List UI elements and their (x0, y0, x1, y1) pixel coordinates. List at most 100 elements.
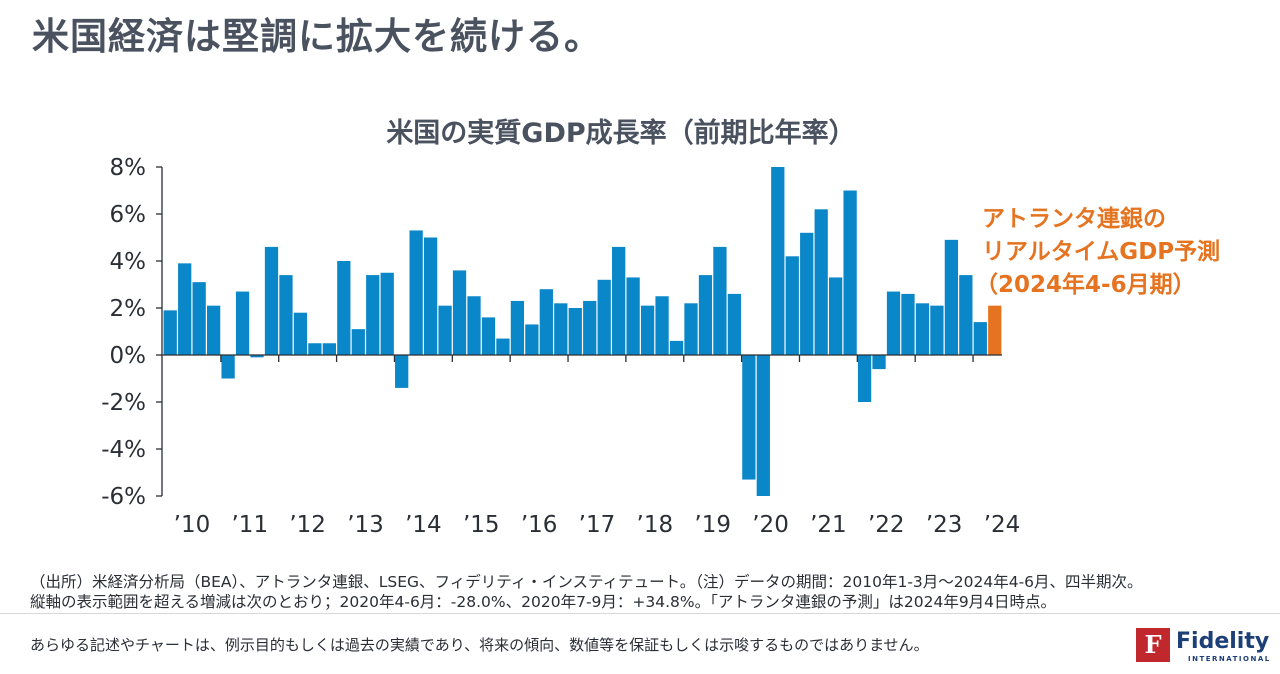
footer-divider (0, 613, 1280, 614)
footnote-line-1: （出所）米経済分析局（BEA）、アトランタ連銀、LSEG、フィデリティ・インステ… (30, 573, 1143, 591)
x-tick-label: ’23 (926, 512, 963, 538)
gdp-bar (814, 209, 828, 355)
page-headline: 米国経済は堅調に拡大を続ける。 (32, 15, 602, 58)
gdp-bar (163, 310, 177, 355)
gdp-bar (901, 293, 915, 355)
gdp-bar (380, 272, 394, 355)
gdp-bar (250, 355, 264, 358)
x-tick-label: ’13 (347, 512, 384, 538)
y-tick-label: 2% (110, 296, 147, 322)
footnote-line-2: 縦軸の表示範囲を超える増減は次のとおり；2020年4-6月：-28.0%、202… (30, 593, 1057, 611)
y-tick-label: 4% (110, 249, 147, 275)
gdp-bar (206, 305, 221, 355)
annotation-line: リアルタイムGDP予測 (982, 239, 1220, 265)
gdp-bar (640, 305, 655, 355)
y-tick-label: 0% (110, 343, 147, 369)
gdp-bar (886, 291, 901, 355)
y-tick-label: 6% (110, 202, 147, 228)
x-tick-label: ’10 (174, 512, 211, 538)
gdp-bar (959, 275, 973, 355)
gdp-bar (395, 355, 409, 388)
x-tick-label: ’16 (521, 512, 558, 538)
gdp-bar (525, 324, 539, 355)
gdp-bar (612, 246, 626, 355)
gdp-bar (496, 338, 510, 355)
gdp-bar-chart: 米国の実質GDP成長率（前期比年率） 8% 6% 4% 2% 0% -2% -4% -6% ’… (101, 117, 1220, 538)
gdp-bar (510, 300, 525, 355)
forecast-bar (988, 305, 1002, 355)
x-tick-label: ’19 (694, 512, 731, 538)
gdp-bar (742, 355, 756, 480)
gdp-bar (756, 355, 770, 496)
x-tick-label: ’18 (637, 512, 674, 538)
gdp-bar (915, 303, 930, 355)
gdp-bar (626, 277, 640, 355)
x-axis: ’10 ’11 ’12 ’13 ’14 ’15 ’16 ’17 ’18 ’19 ’20 ’21 ’22 ’… (162, 354, 1021, 538)
x-tick-label: ’24 (984, 512, 1021, 538)
x-tick-label: ’12 (289, 512, 326, 538)
gdp-bar (727, 293, 742, 355)
gdp-bar (178, 263, 192, 355)
gdp-bar (279, 275, 293, 355)
annotation-line: アトランタ連銀の (982, 205, 1166, 232)
gdp-bar (481, 317, 496, 355)
x-tick-label: ’20 (752, 512, 789, 538)
gdp-bar (684, 303, 698, 355)
gdp-bar (568, 308, 582, 355)
x-tick-label: ’14 (405, 512, 442, 538)
bars-group (163, 167, 1002, 496)
gdp-bar (322, 343, 336, 355)
gdp-bar (944, 239, 959, 355)
gdp-bar (669, 340, 684, 355)
x-tick-label: ’11 (232, 512, 269, 538)
y-tick-label: 8% (110, 155, 147, 181)
gdp-bar (308, 343, 322, 355)
gdp-bar (293, 312, 308, 355)
gdp-bar (264, 246, 279, 355)
gdp-bar (800, 232, 814, 355)
gdp-bar (366, 275, 380, 355)
y-tick-label: -4% (101, 437, 146, 463)
gdp-bar (409, 230, 423, 355)
y-tick-label: -6% (101, 484, 146, 510)
gdp-bar (235, 291, 250, 355)
gdp-bar (337, 261, 351, 355)
x-tick-label: ’22 (868, 512, 905, 538)
gdp-bar (785, 256, 799, 355)
source-footnote: （出所）米経済分析局（BEA）、アトランタ連銀、LSEG、フィデリティ・インステ… (30, 572, 1143, 612)
x-tick-label: ’15 (463, 512, 500, 538)
fidelity-logo-subtitle: INTERNATIONAL (1188, 655, 1271, 663)
gdp-bar (771, 167, 785, 355)
annotation-line: （2024年4-6月期） (975, 271, 1196, 298)
gdp-bar (655, 296, 669, 355)
x-tick-label: ’21 (810, 512, 847, 538)
gdp-bar (221, 355, 235, 379)
gdp-bar (872, 355, 886, 370)
gdp-bar (930, 305, 944, 355)
y-axis: 8% 6% 4% 2% 0% -2% -4% -6% (101, 155, 163, 510)
gdp-bar (438, 305, 452, 355)
fidelity-logo-icon: F (1136, 628, 1170, 662)
gdp-bar (583, 300, 597, 355)
gdp-bar (843, 190, 857, 355)
gdp-bar (829, 277, 843, 355)
gdp-bar (351, 329, 365, 355)
gdp-bar (713, 246, 727, 355)
disclaimer-text: あらゆる記述やチャートは、例示目的もしくは過去の実績であり、将来の傾向、数値等を… (30, 636, 929, 654)
x-tick-label: ’17 (579, 512, 616, 538)
gdp-bar (192, 282, 206, 355)
gdp-bar (973, 322, 987, 355)
gdp-bar (554, 303, 568, 355)
gdp-bar (452, 270, 467, 355)
y-tick-label: -2% (101, 390, 146, 416)
gdp-bar (698, 275, 713, 355)
gdp-bar (597, 279, 611, 355)
chart-title: 米国の実質GDP成長率（前期比年率） (386, 117, 855, 149)
gdp-bar (467, 296, 481, 355)
gdp-bar (423, 237, 438, 355)
fidelity-logo: F Fidelity INTERNATIONAL (1136, 628, 1270, 666)
gdp-bar (539, 289, 553, 355)
fidelity-logo-name: Fidelity (1176, 629, 1270, 654)
gdp-bar (857, 355, 872, 402)
